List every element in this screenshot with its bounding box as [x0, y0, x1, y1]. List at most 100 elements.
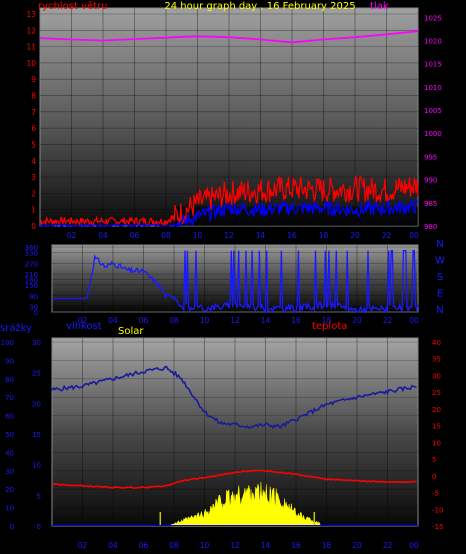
y-tick-left: 3 [31, 173, 36, 182]
y-tick-rain: 90 [5, 357, 14, 365]
x-tick-label: 04 [98, 231, 108, 240]
x-tick-label: 08 [161, 231, 171, 240]
wind-average-series [39, 198, 419, 229]
y-tick-direction: 360 [25, 244, 38, 252]
y-tick-temperature: 25 [432, 389, 441, 397]
y-tick-rain: 70 [5, 394, 14, 402]
y-tick-left: 13 [26, 10, 36, 19]
x-tick-label: 18 [322, 316, 332, 325]
y-tick-rain: 40 [5, 449, 14, 457]
x-tick-label: 12 [224, 231, 234, 240]
x-tick-label: 00 [409, 316, 419, 325]
y-tick-left: 10 [26, 59, 36, 68]
wind-axis-title: rychlost větru [38, 0, 108, 12]
x-tick-label: 08 [169, 541, 179, 550]
y-tick-temperature: 35 [432, 356, 441, 364]
x-tick-label: 18 [319, 231, 329, 240]
y-tick-right: 995 [424, 153, 437, 161]
y-tick-temperature: 40 [432, 339, 441, 347]
x-ticks-top: 02 04 06 08 10 12 14 16 18 20 22 00 [67, 231, 419, 240]
temperature-axis-title: teplota [312, 321, 347, 332]
y-tick-right: 1025 [424, 14, 442, 22]
y-tick-direction: 330 [25, 249, 38, 257]
y-tick-temperature: -15 [432, 523, 443, 531]
y-tick-left: 6 [31, 124, 36, 133]
rain-axis-title: srážky [0, 322, 32, 334]
y-tick-humidity: 25 [32, 370, 41, 378]
y-tick-left: 2 [31, 189, 36, 198]
y-tick-temperature: 15 [432, 423, 441, 431]
x-ticks-bottom: 02 04 06 08 10 12 14 16 18 20 22 00 [78, 541, 419, 550]
x-tick-label: 00 [409, 231, 419, 240]
x-tick-label: 08 [169, 316, 179, 325]
y-tick-humidity: 15 [32, 431, 41, 439]
y-tick-temperature: 0 [432, 473, 436, 481]
y-tick-direction: 150 [25, 282, 38, 290]
x-tick-label: 10 [193, 231, 203, 240]
compass-label: W [435, 256, 445, 267]
y-tick-right: 1015 [424, 61, 442, 69]
y-tick-rain: 80 [5, 376, 14, 384]
y-tick-direction: 180 [25, 277, 38, 285]
y-tick-direction: 90 [29, 293, 38, 301]
x-tick-label: 14 [261, 541, 271, 550]
y-tick-rain: 0 [10, 523, 14, 531]
y-tick-direction: 30 [29, 304, 38, 312]
x-tick-label: 02 [67, 231, 77, 240]
x-tick-label: 00 [409, 541, 419, 550]
y-tick-right: 1005 [424, 107, 442, 115]
x-tick-label: 02 [78, 316, 88, 325]
temperature-series [51, 469, 417, 489]
y-tick-rain: 10 [5, 505, 14, 513]
x-tick-label: 22 [382, 231, 392, 240]
x-tick-label: 16 [291, 541, 301, 550]
y-tick-direction: 210 [25, 271, 38, 279]
humidity-series [51, 365, 417, 429]
y-tick-right: 980 [424, 223, 437, 231]
x-tick-label: 12 [230, 316, 240, 325]
x-tick-label: 14 [256, 231, 266, 240]
x-tick-label: 20 [350, 231, 360, 240]
y-tick-direction: 0 [34, 309, 38, 317]
y-tick-rain: 100 [1, 339, 14, 347]
pressure-axis-title: tlak [370, 1, 389, 12]
wind-gust-series [39, 174, 419, 227]
y-tick-temperature: 20 [432, 406, 441, 414]
y-tick-temperature: 5 [432, 456, 436, 464]
x-tick-label: 22 [383, 541, 393, 550]
compass-label: S [437, 272, 443, 283]
x-tick-label: 14 [261, 316, 271, 325]
x-tick-label: 06 [130, 231, 140, 240]
x-tick-label: 06 [139, 541, 149, 550]
x-tick-label: 10 [200, 541, 210, 550]
x-ticks-middle: 02 04 06 08 10 12 14 16 18 20 22 00 [78, 316, 419, 325]
y-tick-temperature: -10 [432, 506, 443, 514]
y-tick-left: 7 [31, 108, 36, 117]
y-tick-left: 4 [31, 157, 36, 166]
solar-axis-title: Solar [118, 326, 144, 337]
y-tick-humidity: 0 [37, 523, 41, 531]
wind-direction-series [52, 249, 419, 315]
y-tick-humidity: 30 [32, 339, 41, 347]
y-tick-right: 1010 [424, 84, 442, 92]
y-tick-direction: 270 [25, 260, 38, 268]
x-tick-label: 16 [291, 316, 301, 325]
y-tick-right: 1020 [424, 37, 442, 45]
x-tick-label: 22 [383, 316, 393, 325]
y-tick-right: 1000 [424, 130, 442, 138]
y-tick-temperature: 10 [432, 439, 441, 447]
y-tick-rain: 30 [5, 468, 14, 476]
y-tick-left: 11 [26, 43, 36, 52]
x-tick-label: 04 [108, 541, 118, 550]
y-tick-left: 12 [26, 26, 36, 35]
x-tick-label: 04 [108, 316, 118, 325]
x-tick-label: 02 [78, 541, 88, 550]
x-tick-label: 18 [322, 541, 332, 550]
compass-label: N [436, 305, 443, 316]
y-tick-rain: 20 [5, 486, 14, 494]
y-tick-left: 0 [31, 222, 36, 231]
grid-bottom [82, 338, 388, 526]
y-tick-left: 9 [31, 75, 36, 84]
